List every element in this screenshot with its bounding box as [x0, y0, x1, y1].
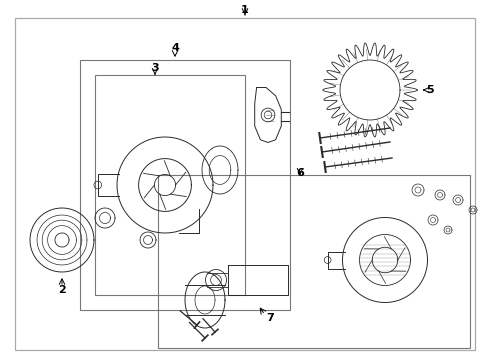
Bar: [95, 75, 245, 295]
Text: 5: 5: [426, 85, 434, 95]
Bar: [80, 60, 290, 310]
Text: 6: 6: [296, 168, 304, 178]
Text: 4: 4: [171, 43, 179, 53]
Text: 7: 7: [266, 313, 274, 323]
Text: 3: 3: [151, 63, 159, 73]
Bar: [158, 175, 470, 348]
Text: 2: 2: [58, 285, 66, 295]
Text: 1: 1: [241, 5, 249, 15]
